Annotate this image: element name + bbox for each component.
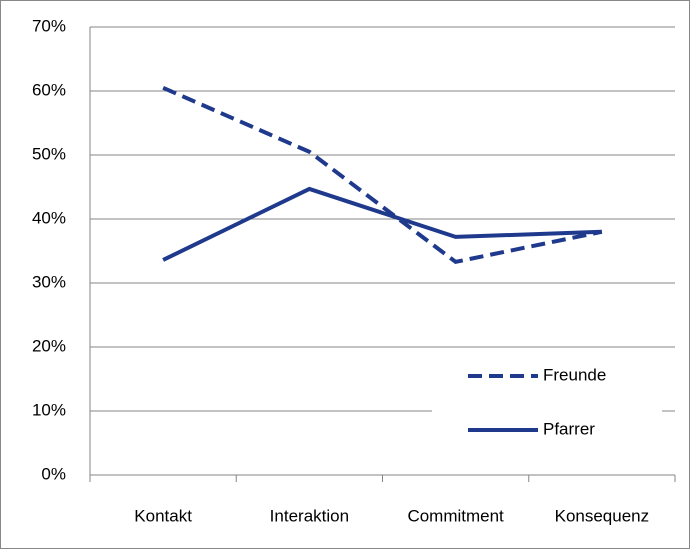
y-tick-label: 10% [32,400,66,419]
y-tick-label: 60% [32,80,66,99]
y-tick-label: 40% [32,208,66,227]
line-series [162,186,602,262]
legend-label: Freunde [543,365,606,384]
y-tick-label: 0% [41,464,66,483]
y-tick-label: 20% [32,336,66,355]
x-tick-label: Commitment [407,506,504,525]
x-tick-label: Kontakt [134,506,192,525]
y-tick-label: 50% [32,144,66,163]
legend-label: Pfarrer [543,419,595,438]
x-tick-label: Konsequenz [555,506,650,525]
x-tick-label: Interaktion [270,506,349,525]
legend-box [432,352,662,452]
y-tick-label: 30% [32,272,66,291]
y-tick-label: 70% [32,16,66,35]
